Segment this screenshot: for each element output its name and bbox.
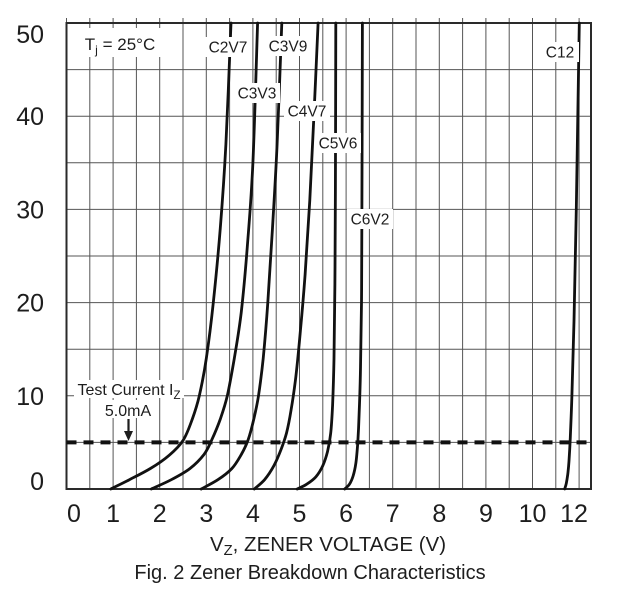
test-current-annotation: Test Current IZ 5.0mA: [74, 380, 184, 441]
x-tick-label: 8: [432, 500, 446, 528]
y-tick-label: 0: [30, 468, 44, 496]
curve-label-c4v7: C4V7: [288, 104, 327, 121]
y-tick-label: 50: [16, 21, 44, 49]
curve-label-c3v3: C3V3: [238, 86, 277, 103]
curve-labels: C2V7 C3V3 C3V9 C4V7 C5V6 C6V2 C12: [205, 36, 579, 229]
curve-label-box: [205, 37, 251, 57]
test-current-annotation-box: [74, 380, 184, 398]
curve-c4v7: [252, 21, 320, 491]
temperature-annotation: Tj = 25°C: [70, 28, 172, 57]
x-tick-label: 9: [479, 500, 493, 528]
y-tick-label: 30: [16, 196, 44, 224]
curve-label-box: [265, 36, 311, 56]
curve-label-c5v6: C5V6: [319, 136, 358, 153]
temperature-annotation-text: Tj = 25°C: [85, 35, 155, 57]
curve-label-c3v9: C3V9: [269, 39, 308, 56]
plot-border: [65, 22, 592, 490]
zener-curves: [109, 21, 581, 491]
temperature-annotation-box: [70, 28, 172, 57]
curve-c12: [563, 21, 581, 491]
curve-label-box: [234, 83, 280, 103]
curve-c2v7: [109, 21, 233, 491]
curve-label-box: [347, 209, 393, 229]
x-tick-label: 2: [153, 500, 167, 528]
down-arrow-head-icon: [124, 431, 133, 441]
x-axis-title: VZ, ZENER VOLTAGE (V): [210, 533, 446, 559]
curve-c5v6: [295, 21, 338, 491]
curve-label-box: [315, 133, 361, 153]
curve-label-c12: C12: [546, 45, 574, 62]
x-tick-label: 5: [293, 500, 307, 528]
y-tick-label: 20: [16, 290, 44, 318]
x-tick-label: 10: [519, 500, 547, 528]
curve-label-box: [541, 42, 579, 62]
x-tick-label: 6: [339, 500, 353, 528]
y-tick-label: 10: [16, 383, 44, 411]
grid-lines: [66, 18, 591, 489]
curve-label-c2v7: C2V7: [209, 40, 248, 57]
figure-caption: Fig. 2 Zener Breakdown Characteristics: [134, 562, 485, 584]
x-tick-label: 3: [199, 500, 213, 528]
curve-label-box: [284, 101, 330, 121]
y-axis-tick-labels: 0 10 20 30 40 50: [16, 21, 44, 496]
x-tick-label: 4: [246, 500, 260, 528]
x-tick-label: 12: [560, 500, 588, 528]
curve-c3v3: [149, 21, 259, 491]
test-current-annotation-text: Test Current IZ: [77, 382, 180, 402]
x-tick-label: 7: [386, 500, 400, 528]
test-current-value-box: [100, 400, 156, 418]
y-tick-label: 40: [16, 103, 44, 131]
curve-c3v9: [199, 21, 284, 491]
x-axis-tick-labels: 0 1 2 3 4 5 6 7 8 9 10 12: [67, 500, 588, 528]
curve-label-c6v2: C6V2: [351, 212, 390, 229]
x-tick-label: 0: [67, 500, 81, 528]
x-tick-label: 1: [106, 500, 120, 528]
test-current-value-text: 5.0mA: [105, 403, 152, 420]
